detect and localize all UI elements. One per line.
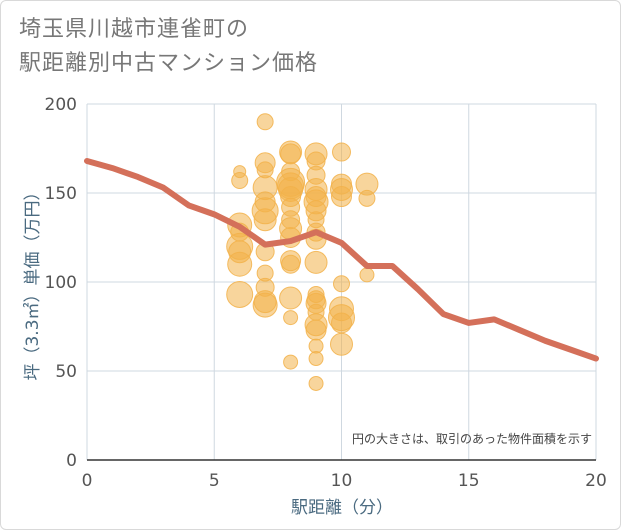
bubble-point-7 — [226, 280, 254, 308]
bubble-layer — [226, 113, 379, 391]
title-line-2: 駅距離別中古マンション価格 — [19, 51, 319, 76]
y-tick-label-3: 150 — [45, 184, 77, 204]
x-axis-label: 駅距離（分） — [291, 498, 393, 518]
trend-line — [84, 157, 599, 362]
x-tick-label-1: 5 — [209, 471, 220, 491]
y-tick-label-1: 50 — [55, 362, 77, 382]
bubble-point-54 — [308, 351, 324, 367]
x-tick-label-2: 10 — [331, 471, 353, 491]
bubble-point-33 — [279, 286, 303, 310]
bubble-point-52 — [305, 319, 327, 341]
bubble-point-46 — [304, 250, 328, 274]
bubble-point-14 — [253, 208, 277, 232]
chart-title: 埼玉県川越市連雀町の 駅距離別中古マンション価格 — [19, 13, 318, 81]
bubble-point-19 — [252, 292, 278, 318]
bubble-point-56 — [332, 142, 351, 162]
bubble-point-67 — [359, 267, 375, 283]
y-axis-label: 坪（3.3㎡）単価（万円） — [23, 183, 43, 380]
bubble-point-35 — [283, 354, 299, 370]
bubble-point-66 — [358, 189, 376, 207]
bubble-point-53 — [308, 338, 324, 354]
bubble-point-34 — [283, 310, 299, 326]
bubble-point-64 — [330, 332, 353, 356]
bubble-point-21 — [280, 143, 302, 165]
bubble-point-55 — [308, 375, 324, 391]
x-tick-label-3: 15 — [458, 471, 480, 491]
x-tick-label-0: 0 — [82, 471, 93, 491]
x-tick-label-4: 20 — [585, 471, 607, 491]
bubble-point-8 — [256, 113, 274, 131]
bubble-point-60 — [333, 275, 350, 293]
x-tick-labels: 0 5 10 15 20 — [82, 471, 607, 491]
bubble-point-32 — [281, 254, 301, 274]
bubble-point-59 — [331, 186, 352, 208]
y-tick-label-4: 200 — [45, 95, 77, 115]
bubble-size-note: 円の大きさは、取引のあった物件面積を示す — [352, 431, 592, 446]
y-tick-labels: 0 50 100 150 200 — [45, 95, 77, 471]
y-tick-label-0: 0 — [66, 451, 77, 471]
bubble-point-63 — [331, 312, 352, 334]
title-line-1: 埼玉県川越市連雀町の — [19, 17, 250, 42]
bubble-point-6 — [227, 251, 253, 277]
bubble-point-1 — [231, 172, 249, 190]
y-tick-label-2: 100 — [45, 273, 77, 293]
